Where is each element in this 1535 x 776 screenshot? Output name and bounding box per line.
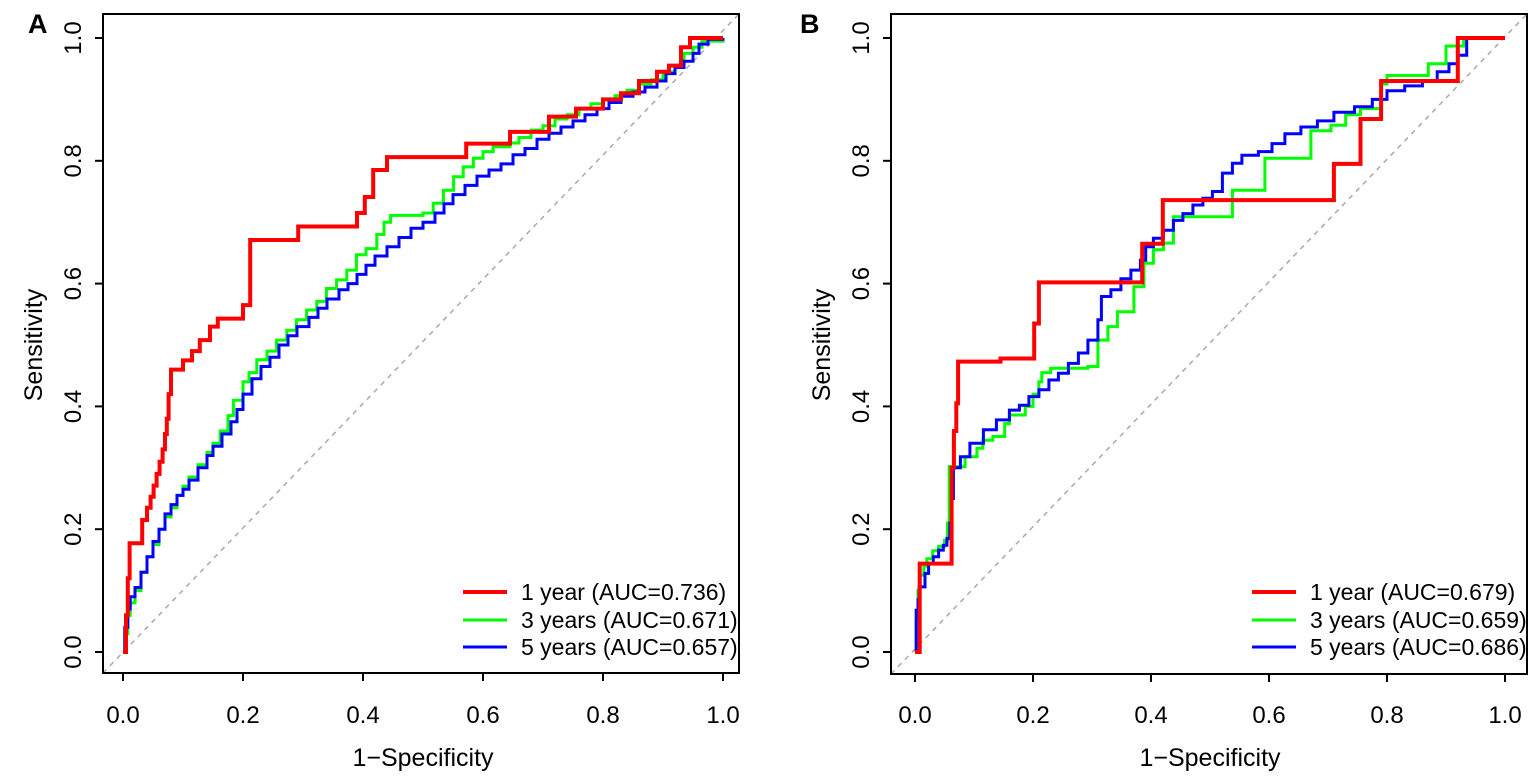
x-tick-label: 0.2 — [226, 702, 259, 729]
y-tick-label: 0.4 — [848, 390, 875, 423]
roc-curve-3-years — [123, 38, 725, 654]
legend-entry-label: 5 years (AUC=0.657) — [521, 634, 738, 660]
roc-curve-5-years — [914, 36, 1505, 654]
x-tick-label: 0.4 — [346, 702, 379, 729]
plot-box — [890, 13, 1528, 675]
y-tick-label: 0.6 — [848, 267, 875, 300]
x-tick-label: 0.6 — [466, 702, 499, 729]
y-axis-title: Sensitivity — [808, 288, 836, 401]
diagonal-reference-line — [890, 13, 1528, 675]
roc-curve-1-year — [123, 36, 723, 654]
roc-curve-5-years — [123, 37, 725, 654]
legend-entry-label: 1 year (AUC=0.736) — [521, 579, 726, 605]
y-tick-label: 0.0 — [848, 635, 875, 668]
legend-entry-label: 3 years (AUC=0.659) — [1310, 607, 1527, 633]
y-tick-label: 1.0 — [848, 21, 875, 54]
x-tick-label: 0.2 — [1016, 702, 1049, 729]
x-tick-label: 0.0 — [106, 702, 139, 729]
y-tick-label: 0.6 — [60, 267, 87, 300]
x-tick-label: 0.4 — [1134, 702, 1167, 729]
legend-entry-label: 5 years (AUC=0.686) — [1310, 634, 1527, 660]
y-tick-label: 0.2 — [60, 513, 87, 546]
legend-entry-label: 1 year (AUC=0.679) — [1310, 579, 1515, 605]
legend-entry-label: 3 years (AUC=0.671) — [521, 607, 738, 633]
diagonal-reference-line — [102, 13, 740, 674]
y-tick-label: 0.2 — [848, 513, 875, 546]
x-tick-label: 1.0 — [706, 702, 739, 729]
x-axis-title: 1−Specificity — [1139, 744, 1281, 772]
panel-letter-A: A — [28, 9, 48, 39]
y-tick-label: 0.4 — [60, 390, 87, 423]
x-tick-label: 1.0 — [1488, 702, 1521, 729]
y-tick-label: 0.8 — [848, 144, 875, 177]
roc-curve-1-year — [915, 36, 1505, 654]
x-tick-label: 0.8 — [586, 702, 619, 729]
y-tick-label: 0.8 — [60, 144, 87, 177]
x-tick-label: 0.0 — [898, 702, 931, 729]
roc-curve-3-years — [914, 36, 1505, 654]
panel-B: B 0.0 0.2 0.4 0.6 0.8 1.0 0.0 0.2 0.4 0.6 0.8 1.0 1−S… — [800, 9, 1528, 772]
y-tick-label: 0.0 — [60, 635, 87, 668]
y-tick-label: 1.0 — [60, 21, 87, 54]
panel-A: A 0.0 0.2 0.4 0.6 0.8 1.0 0.0 0.2 0.4 0.6 0.8 1.0 1−S… — [20, 9, 740, 772]
x-tick-label: 0.8 — [1370, 702, 1403, 729]
x-tick-label: 0.6 — [1252, 702, 1285, 729]
y-axis-title: Sensitivity — [20, 288, 48, 401]
plot-box — [102, 13, 740, 674]
x-axis-title: 1−Specificity — [352, 744, 494, 772]
panel-letter-B: B — [800, 9, 820, 39]
